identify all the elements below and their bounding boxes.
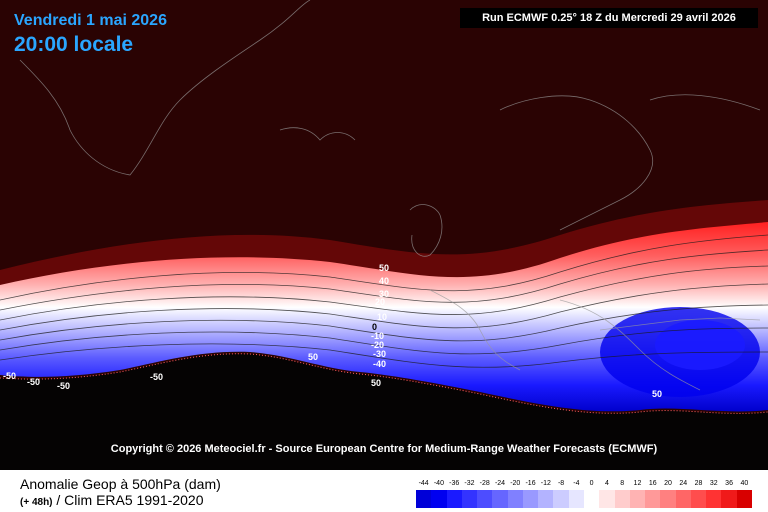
climatology-label: / Clim ERA5 1991-2020: [52, 492, 204, 508]
color-scale-swatch: [568, 490, 585, 508]
southern-region: [0, 353, 768, 470]
color-scale-label: 12: [633, 480, 642, 487]
contour-label-m50a: -50: [3, 371, 16, 381]
color-scale-swatch: [553, 490, 570, 508]
color-scale-swatch: [492, 490, 509, 508]
color-scale-swatch: [660, 490, 677, 508]
color-scale-swatch: [507, 490, 524, 508]
color-scale-swatch: [614, 490, 631, 508]
color-scale-swatch: [538, 490, 554, 508]
color-scale-label: -44: [418, 480, 429, 487]
color-scale-label: -4: [573, 480, 580, 487]
contour-label-10: 10: [377, 312, 387, 322]
color-scale-label: -32: [464, 480, 475, 487]
color-scale-label: 36: [725, 480, 733, 487]
map-subtitle: (+ 48h) / Clim ERA5 1991-2020: [20, 492, 203, 508]
contour-label-m30: -30: [373, 349, 386, 359]
color-scale-swatch: [675, 490, 692, 508]
contour-label-m10: -10: [371, 331, 384, 341]
color-scale: [416, 490, 753, 508]
map-panel: 50 40 30 20 10 0 -10 -20 -30 -40 50 -50 …: [0, 0, 768, 470]
color-scale-swatch: [645, 490, 661, 508]
contour-label-40: 40: [379, 276, 389, 286]
color-scale-swatch: [629, 490, 646, 508]
forecast-step: (+ 48h): [20, 497, 53, 508]
color-scale-label: 32: [709, 480, 718, 487]
color-scale-swatch: [736, 490, 753, 508]
forecast-time: 20:00 locale: [14, 33, 134, 56]
color-scale-label: -12: [540, 480, 551, 487]
contour-label-m50b: -50: [27, 377, 40, 387]
contour-labels: 50 40 30 20 10 0 -10 -20 -30 -40 50 -50 …: [3, 263, 662, 399]
map-title: Anomalie Geop à 500hPa (dam): [20, 476, 221, 492]
copyright-text: Copyright © 2026 Meteociel.fr - Source E…: [110, 443, 658, 455]
color-scale-label: -28: [479, 480, 490, 487]
color-scale-swatch: [477, 490, 493, 508]
contour-label-m50d: -50: [150, 372, 163, 382]
color-scale-swatch: [431, 490, 448, 508]
contour-label-m20: -20: [371, 340, 384, 350]
low-anomaly-inner: [655, 320, 745, 370]
color-scale-swatch: [461, 490, 478, 508]
color-scale-label: 24: [679, 480, 688, 487]
run-info: Run ECMWF 0.25° 18 Z du Mercredi 29 avri…: [460, 8, 758, 28]
color-scale-label: 4: [604, 480, 609, 487]
contour-lines: [0, 234, 768, 368]
contour-label-50: 50: [379, 263, 389, 273]
color-scale-label: 28: [694, 480, 703, 487]
color-scale-swatch: [446, 490, 463, 508]
color-scale-label: -20: [510, 480, 521, 487]
contour-label-20: 20: [375, 297, 385, 307]
color-scale-swatch: [599, 490, 616, 508]
color-scale-label: -40: [433, 480, 444, 487]
anomaly-map: 50 40 30 20 10 0 -10 -20 -30 -40 50 -50 …: [0, 0, 768, 470]
contour-label-50b: 50: [371, 378, 381, 388]
color-scale-swatch: [584, 490, 600, 508]
anomaly-band: [0, 222, 768, 412]
contour-label-50d: 50: [652, 389, 662, 399]
color-scale-label: 16: [648, 480, 657, 487]
color-scale-label: 8: [620, 480, 625, 487]
boundary-dots: [0, 353, 768, 414]
color-scale-swatch: [706, 490, 722, 508]
coastlines: [19, 0, 761, 391]
contour-label-m50c: -50: [57, 381, 70, 391]
color-scale-swatch: [416, 490, 432, 508]
color-scale-label: 0: [589, 480, 594, 487]
color-scale-swatch: [690, 490, 707, 508]
contour-label-30: 30: [379, 289, 389, 299]
contour-label-50c: 50: [308, 352, 318, 362]
color-scale-label: 20: [664, 480, 672, 487]
color-scale-label: -8: [557, 480, 565, 487]
color-scale-label: -36: [449, 480, 460, 487]
color-scale-label: -24: [494, 480, 506, 487]
color-scale-label: 40: [740, 480, 749, 487]
color-scale-swatch: [721, 490, 738, 508]
color-scale-label: -16: [525, 480, 536, 487]
contour-label-0: 0: [372, 322, 377, 332]
red-glow: [0, 200, 768, 300]
forecast-date: Vendredi 1 mai 2026: [14, 12, 167, 29]
color-scale-swatch: [522, 490, 539, 508]
contour-label-m40: -40: [373, 359, 386, 369]
